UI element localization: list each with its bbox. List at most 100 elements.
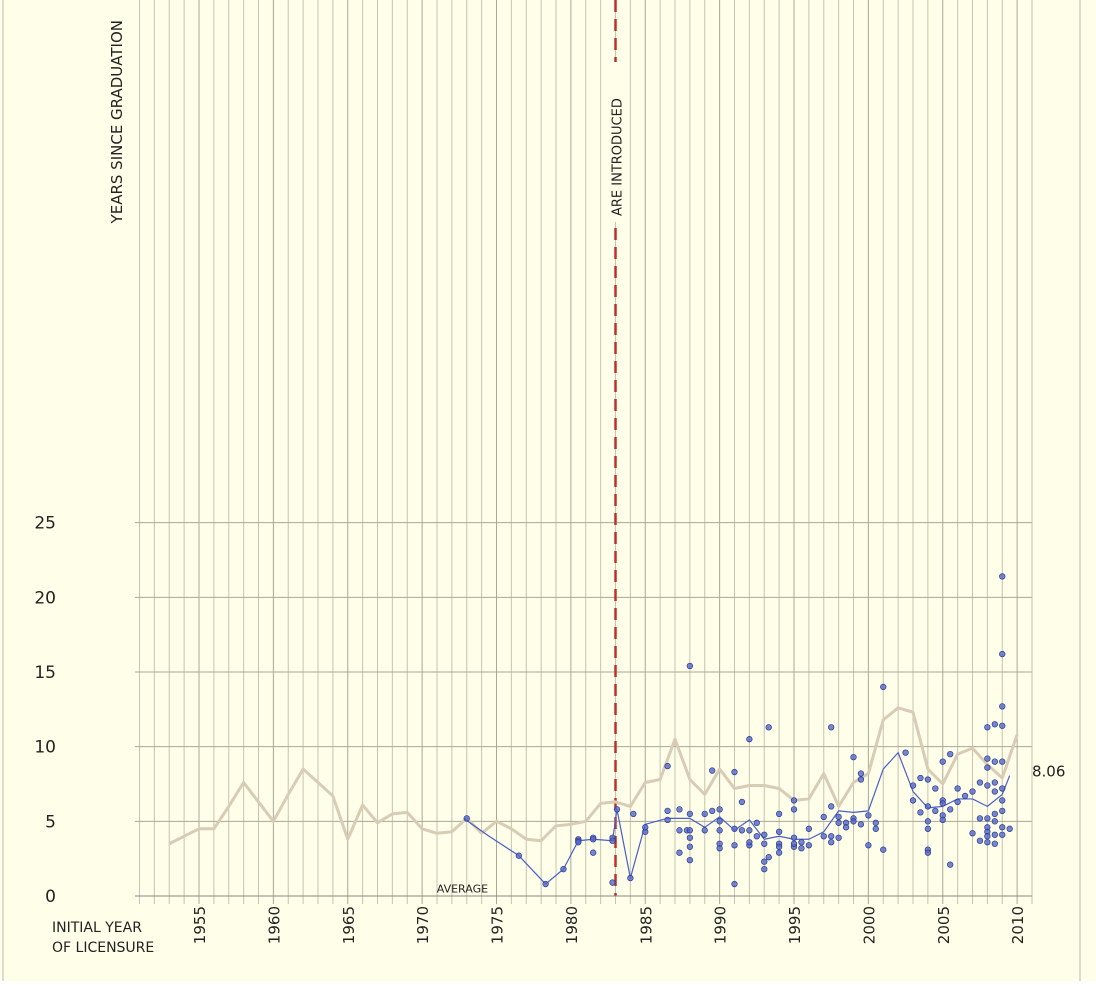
point <box>991 818 998 825</box>
point <box>686 857 694 864</box>
point <box>917 809 924 816</box>
point <box>761 840 768 847</box>
x-tick-label: 1965 <box>340 906 358 944</box>
point <box>775 810 783 818</box>
point <box>630 810 637 818</box>
point <box>969 830 976 837</box>
point <box>984 815 991 822</box>
point <box>716 827 723 834</box>
point <box>909 797 917 804</box>
point <box>991 721 998 728</box>
point <box>932 807 939 815</box>
point <box>872 819 879 826</box>
x-tick-label: 1960 <box>265 906 283 944</box>
point <box>676 806 683 813</box>
point <box>542 880 549 888</box>
point <box>798 845 805 852</box>
x-tick-label: 1975 <box>489 906 507 944</box>
point <box>463 815 470 822</box>
point <box>828 803 835 810</box>
point <box>790 834 798 841</box>
point <box>738 827 746 834</box>
point <box>961 792 969 800</box>
x-tick-label: 1990 <box>712 906 730 944</box>
point <box>627 874 634 882</box>
point <box>731 768 738 776</box>
point <box>902 749 909 756</box>
point <box>731 842 738 849</box>
series-label: AVERAGE <box>437 882 488 895</box>
point <box>515 852 522 859</box>
point <box>984 764 991 771</box>
point <box>991 788 998 795</box>
point <box>716 818 723 825</box>
point <box>753 833 760 840</box>
point <box>664 816 671 823</box>
point <box>798 839 805 846</box>
reference-label-bg <box>612 62 619 222</box>
point <box>775 828 783 835</box>
point <box>991 840 998 847</box>
x-tick-label: 1985 <box>637 906 655 944</box>
point <box>790 806 798 813</box>
point <box>909 782 917 789</box>
point <box>590 836 597 843</box>
point <box>701 827 708 834</box>
point <box>947 806 954 813</box>
series-line <box>168 706 1019 846</box>
point <box>575 839 582 846</box>
point <box>828 833 835 840</box>
point <box>999 722 1006 729</box>
point <box>642 824 649 831</box>
point <box>932 785 939 792</box>
x-tick-label: 1970 <box>414 906 432 944</box>
point <box>746 839 753 846</box>
point <box>865 812 872 819</box>
point <box>954 785 961 792</box>
point <box>686 810 694 818</box>
point <box>1006 825 1013 832</box>
x-axis-label: OF LICENSURE <box>52 940 154 956</box>
reference-line-label: ARE INTRODUCED <box>611 98 626 216</box>
point <box>828 839 835 846</box>
point <box>976 779 984 786</box>
point <box>969 788 976 795</box>
point <box>924 818 932 825</box>
point <box>560 865 567 873</box>
point <box>761 831 768 838</box>
point <box>805 825 813 832</box>
point <box>701 810 708 818</box>
point <box>709 807 716 815</box>
point <box>676 849 683 856</box>
point <box>775 843 783 850</box>
point <box>842 824 850 831</box>
point <box>984 839 991 846</box>
point <box>765 854 772 861</box>
point <box>686 827 694 834</box>
point <box>835 834 842 841</box>
point <box>947 861 954 868</box>
y-tick-label: 0 <box>45 887 56 907</box>
point <box>991 758 998 765</box>
point <box>999 824 1006 831</box>
point <box>999 650 1006 658</box>
point <box>984 724 991 731</box>
point <box>828 724 835 731</box>
point <box>731 880 738 888</box>
point <box>746 736 753 743</box>
point <box>917 774 924 782</box>
x-tick-label: 2000 <box>860 906 878 944</box>
y-tick-label: 25 <box>34 514 56 534</box>
point <box>676 827 683 834</box>
point <box>984 833 991 840</box>
point <box>999 758 1006 765</box>
point <box>753 819 760 826</box>
point <box>850 753 857 761</box>
point <box>738 798 746 806</box>
point <box>805 842 813 849</box>
point <box>820 813 827 821</box>
y-tick-label: 20 <box>34 588 56 608</box>
value-label: 8.06 <box>1032 763 1065 781</box>
point <box>976 837 984 844</box>
